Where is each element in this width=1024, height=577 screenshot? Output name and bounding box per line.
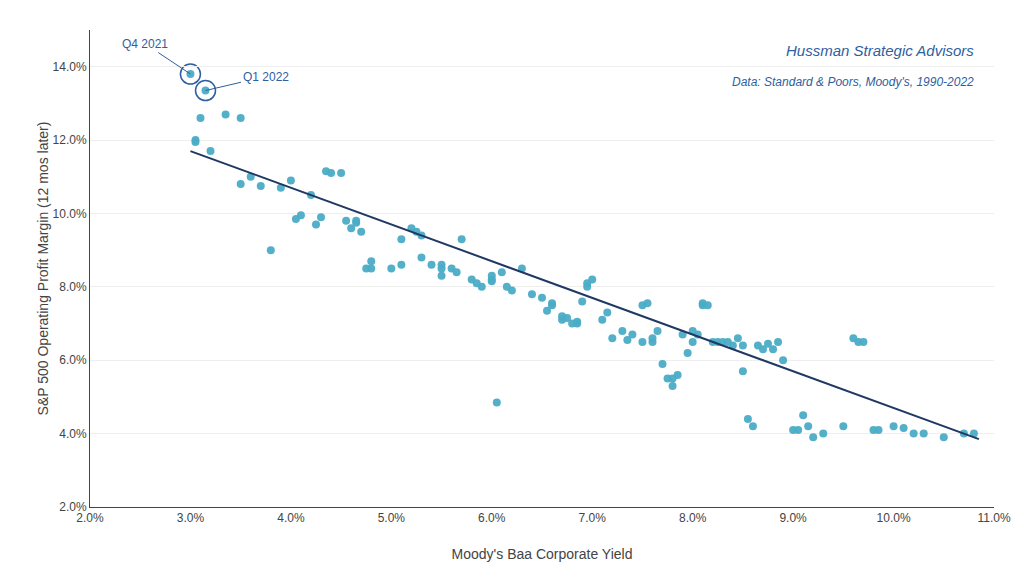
svg-text:S&P 500 Operating Profit Margi: S&P 500 Operating Profit Margin (12 mos …: [35, 122, 51, 416]
svg-text:3.0%: 3.0%: [177, 511, 205, 525]
svg-text:9.0%: 9.0%: [779, 511, 807, 525]
svg-text:6.0%: 6.0%: [478, 511, 506, 525]
svg-text:6.0%: 6.0%: [59, 353, 87, 367]
svg-text:14.0%: 14.0%: [53, 60, 87, 74]
svg-text:Data: Standard & Poors, Moody': Data: Standard & Poors, Moody's, 1990-20…: [732, 75, 974, 89]
svg-text:Q4 2021: Q4 2021: [122, 37, 168, 51]
svg-text:7.0%: 7.0%: [579, 511, 607, 525]
svg-text:5.0%: 5.0%: [378, 511, 406, 525]
svg-text:11.0%: 11.0%: [977, 511, 1010, 525]
svg-text:10.0%: 10.0%: [53, 207, 87, 221]
svg-text:8.0%: 8.0%: [679, 511, 707, 525]
svg-text:Moody's Baa Corporate Yield: Moody's Baa Corporate Yield: [452, 546, 633, 562]
svg-text:10.0%: 10.0%: [877, 511, 911, 525]
svg-text:2.0%: 2.0%: [59, 500, 87, 514]
svg-text:4.0%: 4.0%: [277, 511, 305, 525]
svg-text:2.0%: 2.0%: [76, 511, 104, 525]
svg-text:4.0%: 4.0%: [59, 427, 87, 441]
svg-text:12.0%: 12.0%: [53, 133, 87, 147]
svg-text:8.0%: 8.0%: [59, 280, 87, 294]
svg-text:Hussman Strategic Advisors: Hussman Strategic Advisors: [786, 42, 974, 59]
svg-text:Q1 2022: Q1 2022: [243, 70, 289, 84]
